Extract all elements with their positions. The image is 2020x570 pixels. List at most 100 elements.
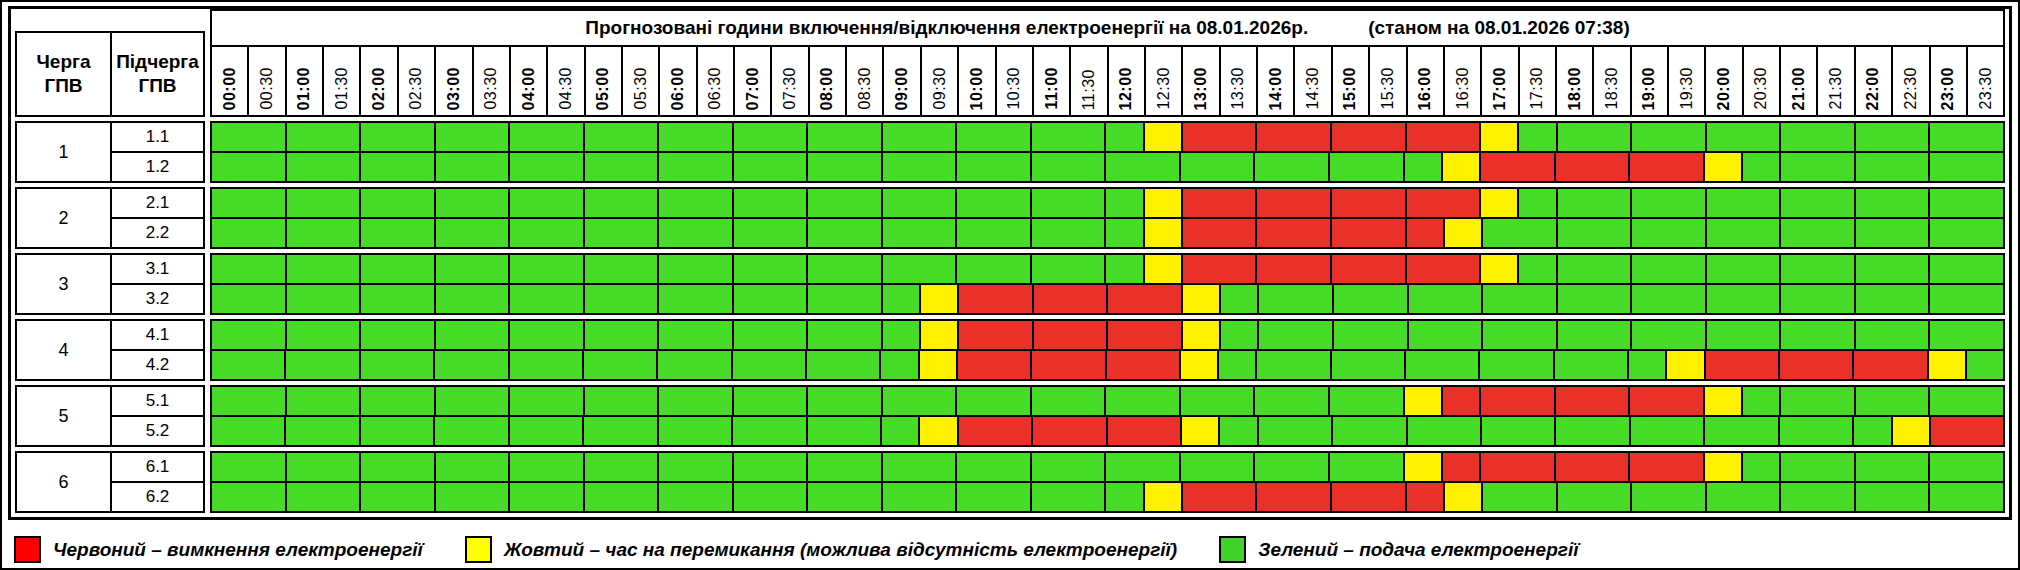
time-slot: [732, 453, 770, 481]
time-slot: [359, 387, 397, 415]
time-column-header: 08:30: [845, 47, 882, 115]
time-column-header: 11:00: [1032, 47, 1069, 115]
time-slot: [1816, 417, 1852, 445]
time-slot: [1030, 153, 1068, 181]
time-slot: [1779, 387, 1817, 415]
time-slot: [285, 483, 323, 511]
time-slot: [1406, 417, 1444, 445]
time-slot: [1852, 351, 1890, 379]
time-slot: [583, 453, 621, 481]
time-column-header: 13:30: [1219, 47, 1256, 115]
time-slot: [582, 417, 620, 445]
time-slot: [1106, 285, 1144, 313]
time-slot: [1779, 123, 1817, 151]
time-slot: [1292, 153, 1328, 181]
time-slot: [1928, 285, 1966, 313]
time-slot: [732, 285, 770, 313]
time-slot: [1330, 351, 1368, 379]
time-column-header: 17:30: [1518, 47, 1555, 115]
time-slot: [546, 483, 582, 511]
queue-row-group: 22.12.2: [15, 187, 2005, 249]
time-slot: [695, 321, 731, 349]
time-slot: [1255, 483, 1293, 511]
time-slot: [1441, 153, 1479, 181]
time-slot: [546, 285, 582, 313]
schedule-table: Черга ГПВ Підчерга ГПВ Прогнозовані годи…: [8, 6, 2012, 520]
time-slot: [1817, 483, 1853, 511]
time-slot: [955, 189, 993, 217]
time-slot: [583, 153, 621, 181]
time-column-header: 05:00: [584, 47, 621, 115]
time-slot: [1143, 483, 1181, 511]
time-label: 04:00: [520, 67, 538, 110]
time-slot: [695, 219, 731, 247]
time-slot: [1668, 321, 1704, 349]
time-slot: [471, 351, 507, 379]
time-label: 15:30: [1379, 67, 1397, 110]
time-slot: [248, 285, 284, 313]
time-slot: [1928, 387, 1966, 415]
time-slot: [806, 255, 844, 283]
time-slot: [397, 123, 433, 151]
time-slot: [397, 351, 433, 379]
time-slot: [1817, 387, 1853, 415]
time-slot: [657, 483, 695, 511]
time-slot: [583, 483, 621, 511]
legend-item: Зелений – подача електроенергії: [1219, 536, 1578, 563]
time-slot: [1665, 351, 1703, 379]
time-slot: [1592, 387, 1628, 415]
time-slot: [1481, 285, 1519, 313]
time-slot: [1255, 255, 1293, 283]
time-slot: [248, 321, 284, 349]
time-slot: [657, 321, 695, 349]
time-slot: [732, 153, 770, 181]
time-slot: [1517, 453, 1553, 481]
time-slot: [1407, 321, 1445, 349]
time-slot: [1068, 387, 1104, 415]
time-slot: [1779, 219, 1817, 247]
time-slot: [1294, 123, 1330, 151]
time-slot: [621, 417, 657, 445]
schedule-row: [212, 123, 2003, 153]
time-slot: [1705, 123, 1743, 151]
time-slot: [918, 417, 956, 445]
time-slot: [1445, 285, 1481, 313]
time-column-header: 02:30: [397, 47, 434, 115]
time-slot: [1068, 255, 1104, 283]
time-slot: [1328, 453, 1366, 481]
time-slot: [359, 189, 397, 217]
time-slot: [1217, 387, 1253, 415]
time-slot: [1445, 321, 1481, 349]
legend-label: Жовтий – час на перемикання (можлива від…: [504, 539, 1177, 561]
time-slot: [919, 189, 955, 217]
time-slot: [994, 255, 1030, 283]
time-slot: [1181, 483, 1219, 511]
time-slot: [994, 483, 1030, 511]
time-label: 06:00: [669, 67, 687, 110]
time-slot: [1294, 219, 1330, 247]
time-slot: [1296, 321, 1332, 349]
time-slot: [1330, 123, 1368, 151]
time-slot: [621, 483, 657, 511]
time-slot: [1668, 123, 1704, 151]
time-label: 08:30: [856, 67, 874, 110]
time-slot: [1442, 351, 1478, 379]
time-column-header: 05:30: [621, 47, 658, 115]
time-slot: [1144, 417, 1180, 445]
subqueue-number: 5.2: [112, 417, 203, 445]
time-slot: [434, 123, 472, 151]
time-slot: [657, 387, 695, 415]
time-slot: [1179, 453, 1217, 481]
time-slot: [1330, 483, 1368, 511]
queue-number: 6: [17, 453, 112, 511]
time-slot: [472, 153, 508, 181]
time-slot: [508, 255, 546, 283]
schedule-row: [212, 255, 2003, 285]
time-label: 17:30: [1528, 67, 1546, 110]
time-slot: [1328, 153, 1366, 181]
time-label: 10:00: [968, 67, 986, 110]
time-slot: [1219, 255, 1255, 283]
time-column-header: 07:30: [770, 47, 807, 115]
time-slot: [359, 285, 397, 313]
time-slot: [212, 153, 248, 181]
